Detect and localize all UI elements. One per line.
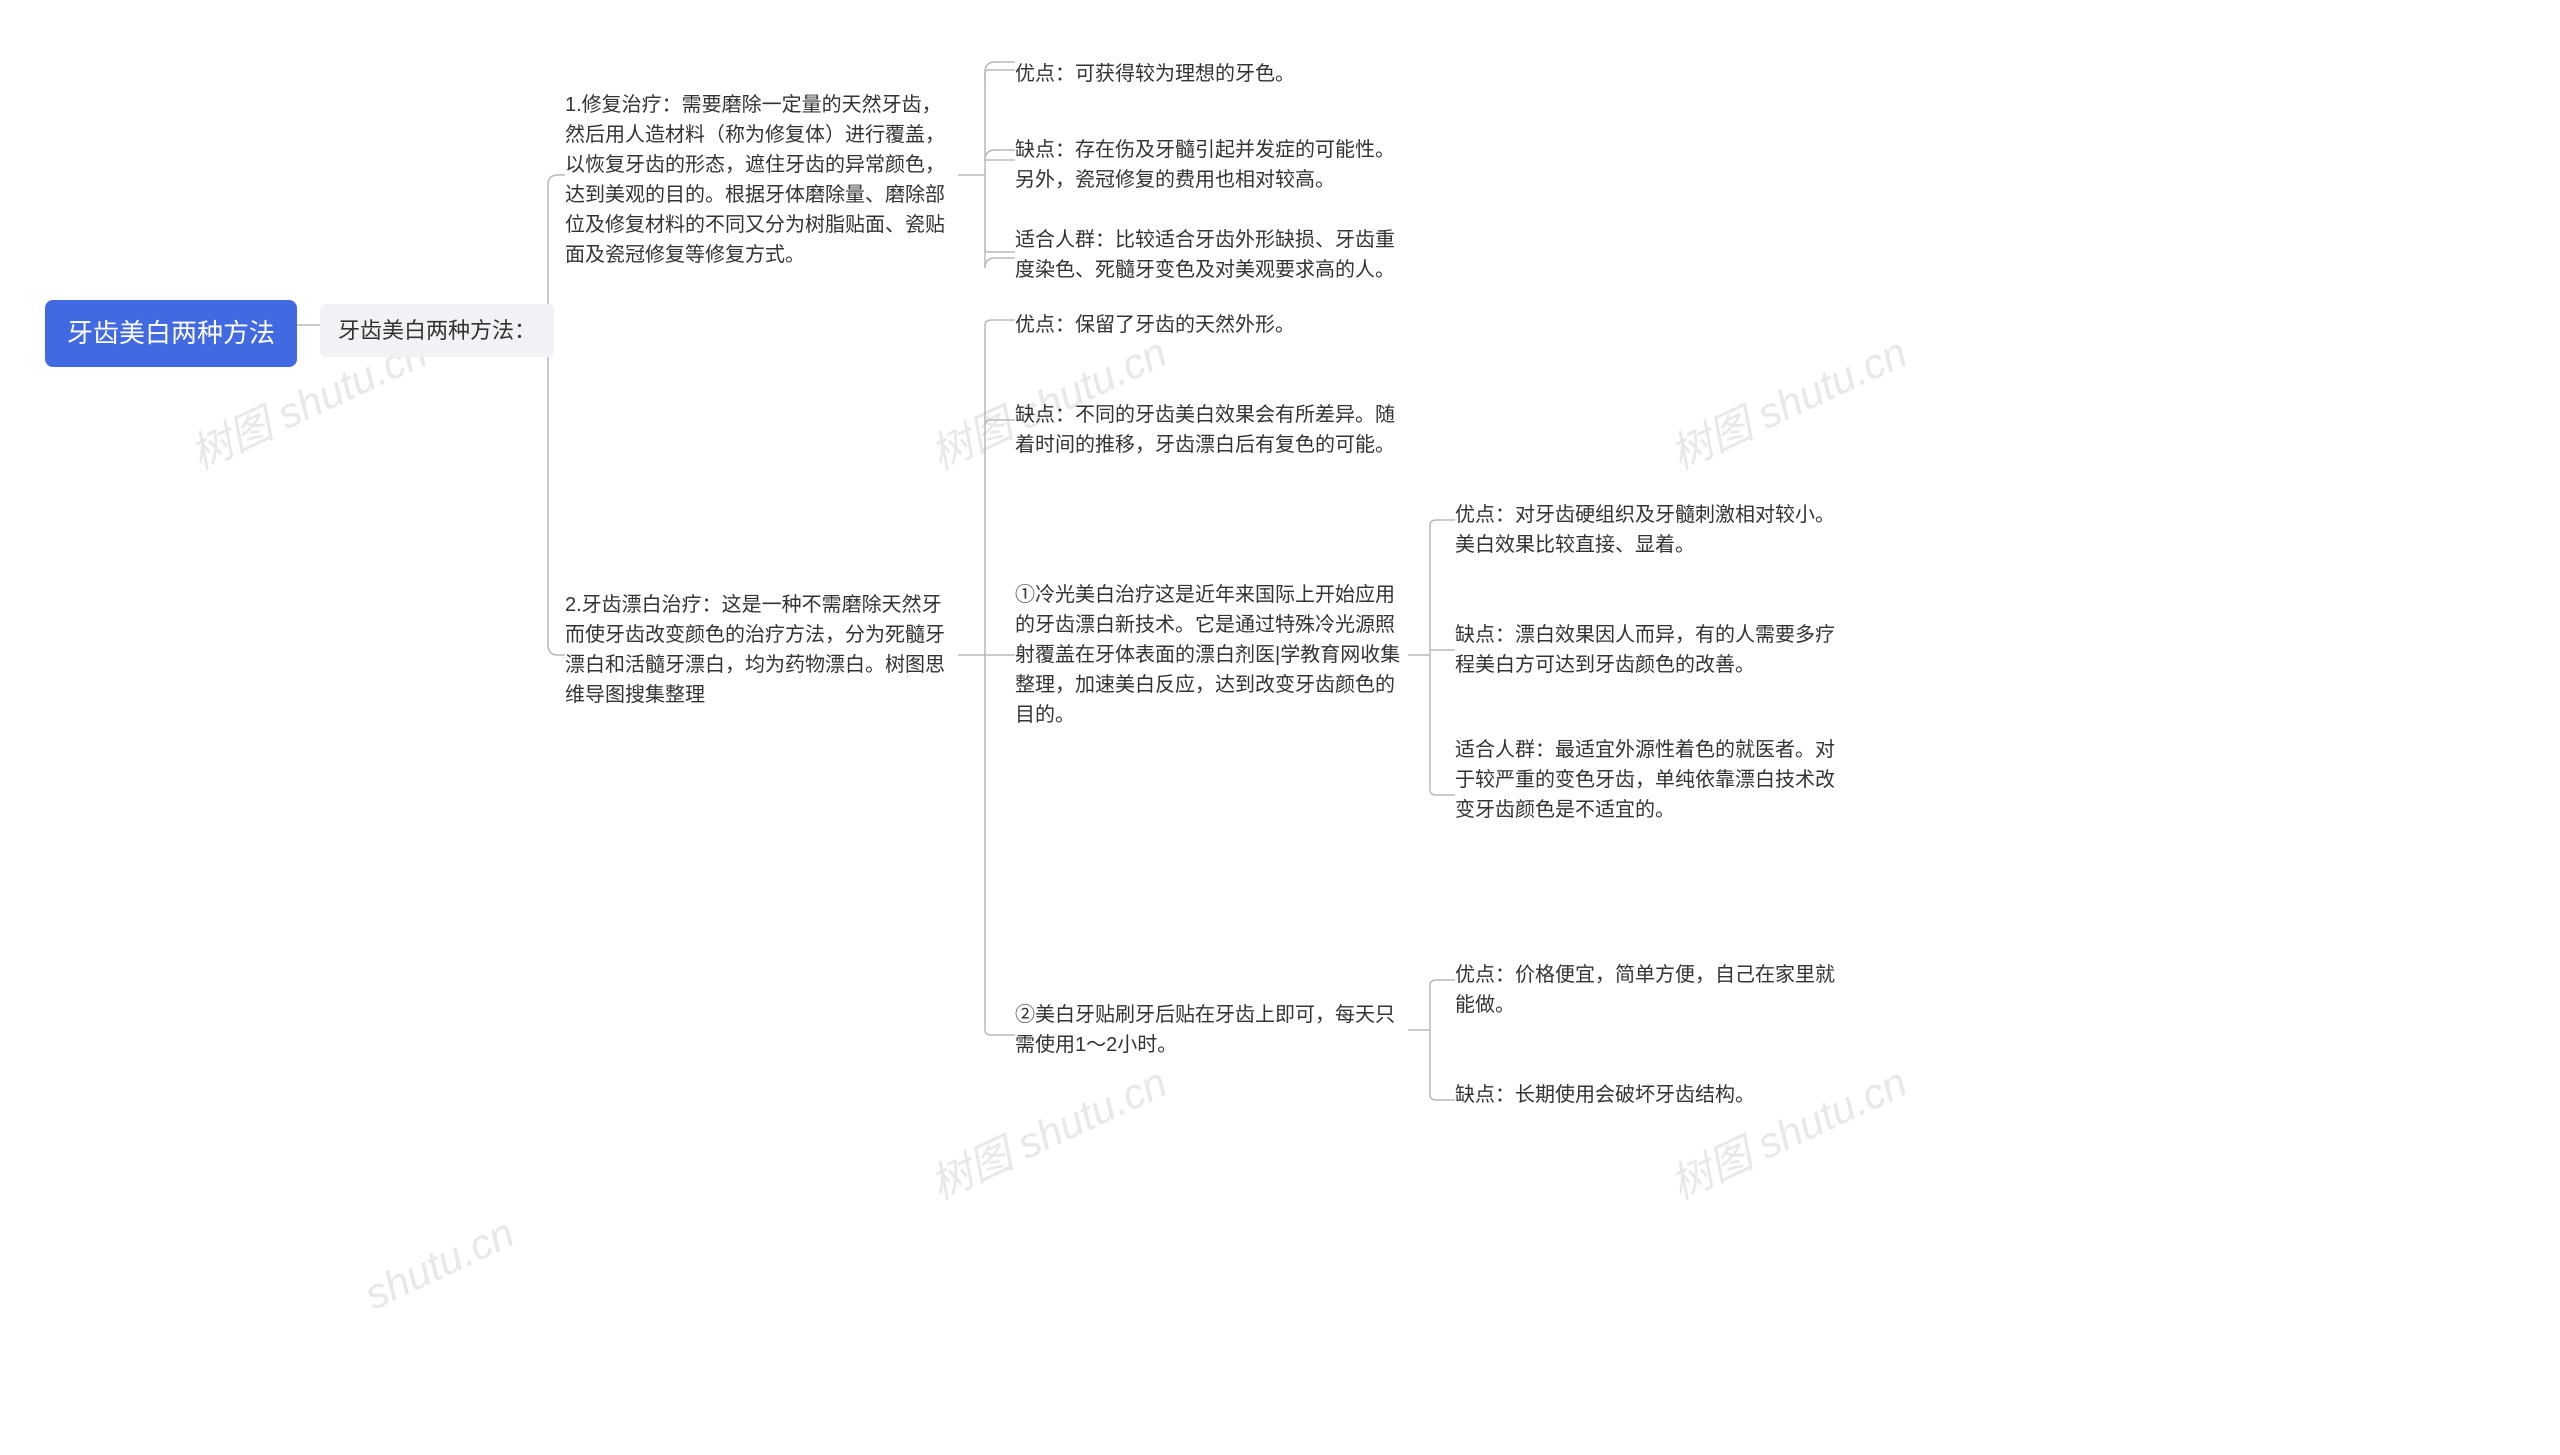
branch-a-leaf-0[interactable]: 优点：可获得较为理想的牙色。 [1015,59,1295,89]
watermark: shutu.cn [357,1209,521,1320]
branch-b-direct-1[interactable]: 缺点：不同的牙齿美白效果会有所差异。随着时间的推移，牙齿漂白后有复色的可能。 [1015,400,1395,460]
root-node[interactable]: 牙齿美白两种方法 [45,300,297,367]
branch-b-sub2-leaf-1[interactable]: 缺点：长期使用会破坏牙齿结构。 [1455,1080,1755,1110]
watermark: 树图 shutu.cn [1659,319,1915,482]
branch-a-leaf-1[interactable]: 缺点：存在伤及牙髓引起并发症的可能性。另外，瓷冠修复的费用也相对较高。 [1015,135,1395,195]
branch-b-node[interactable]: 2.牙齿漂白治疗：这是一种不需磨除天然牙而使牙齿改变颜色的治疗方法，分为死髓牙漂… [565,590,955,710]
branch-b-sub1-leaf-2[interactable]: 适合人群：最适宜外源性着色的就医者。对于较严重的变色牙齿，单纯依靠漂白技术改变牙… [1455,735,1835,825]
branch-a-leaf-2[interactable]: 适合人群：比较适合牙齿外形缺损、牙齿重度染色、死髓牙变色及对美观要求高的人。 [1015,225,1395,285]
branch-b-sub2-node[interactable]: ②美白牙贴刷牙后贴在牙齿上即可，每天只需使用1～2小时。 [1015,1000,1405,1060]
branch-b-sub2-leaf-0[interactable]: 优点：价格便宜，简单方便，自己在家里就能做。 [1455,960,1835,1020]
watermark: 树图 shutu.cn [919,1049,1175,1212]
branch-b-sub1-leaf-1[interactable]: 缺点：漂白效果因人而异，有的人需要多疗程美白方可达到牙齿颜色的改善。 [1455,620,1835,680]
mindmap-canvas: 树图 shutu.cn 树图 shutu.cn 树图 shutu.cn shut… [0,0,2560,1455]
branch-a-node[interactable]: 1.修复治疗：需要磨除一定量的天然牙齿，然后用人造材料（称为修复体）进行覆盖，以… [565,90,955,270]
branch-b-sub1-leaf-0[interactable]: 优点：对牙齿硬组织及牙髓刺激相对较小。美白效果比较直接、显着。 [1455,500,1835,560]
branch-b-direct-0[interactable]: 优点：保留了牙齿的天然外形。 [1015,310,1295,340]
watermark: 树图 shutu.cn [1659,1049,1915,1212]
branch-b-sub1-node[interactable]: ①冷光美白治疗这是近年来国际上开始应用的牙齿漂白新技术。它是通过特殊冷光源照射覆… [1015,580,1405,730]
level1-node[interactable]: 牙齿美白两种方法： [320,304,554,357]
